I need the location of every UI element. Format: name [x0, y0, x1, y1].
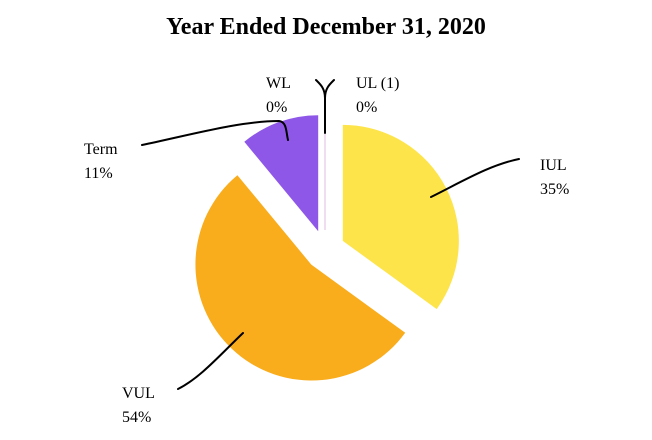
label-ul: UL (1) 0% [356, 72, 399, 120]
label-wl-name: WL [266, 75, 291, 92]
label-vul-pct: 54% [122, 409, 152, 426]
label-iul-pct: 35% [540, 181, 570, 198]
leader-lines [141, 79, 520, 390]
leader-line-iul [430, 158, 520, 198]
leader-line-term [141, 119, 289, 146]
pie-slices [195, 114, 459, 381]
label-term-name: Term [84, 141, 118, 158]
label-vul-name: VUL [122, 385, 155, 402]
label-iul-name: IUL [540, 157, 567, 174]
pie-slice-iul [342, 124, 459, 310]
leader-line-vul [177, 332, 244, 390]
pie-slice-vul [195, 175, 406, 381]
label-ul-pct: 0% [356, 99, 378, 116]
leader-line-wl-ul [315, 79, 335, 134]
pie-slice-term [244, 115, 319, 232]
label-vul: VUL 54% [122, 382, 155, 430]
label-term: Term 11% [84, 138, 118, 186]
label-wl: WL 0% [266, 72, 291, 120]
chart-title: Year Ended December 31, 2020 [166, 14, 486, 40]
label-iul: IUL 35% [540, 154, 569, 202]
label-ul-name: UL (1) [356, 75, 400, 92]
label-term-pct: 11% [84, 165, 113, 182]
label-wl-pct: 0% [266, 99, 288, 116]
